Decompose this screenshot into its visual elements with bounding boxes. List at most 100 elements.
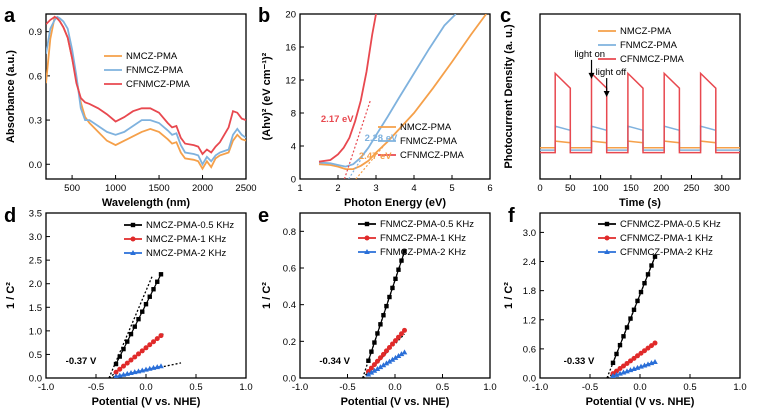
light-annotation: light off <box>596 67 627 78</box>
y-tick-label: 0.5 <box>29 350 42 361</box>
arrow-head <box>603 91 610 98</box>
x-tick-label: 2500 <box>235 183 256 194</box>
x-tick-label: 1000 <box>105 183 126 194</box>
x-tick-label: 0.0 <box>139 382 152 393</box>
panel-label-c: c <box>500 5 511 27</box>
y-tick-label: 1.5 <box>29 303 42 314</box>
legend-entry: CFNMCZ-PMA-0.5 KHz <box>620 219 721 230</box>
bandgap-annotation: 2.17 eV <box>321 114 354 125</box>
arrow-head <box>588 72 595 79</box>
y-axis-label: 1 / C² <box>261 282 273 309</box>
x-tick-label: 100 <box>593 183 609 194</box>
y-tick-label: 0.6 <box>523 344 536 355</box>
y-tick-label: 2.5 <box>29 256 42 267</box>
photocurrent-series <box>540 71 740 154</box>
legend-marker <box>364 235 370 241</box>
plot-area-f <box>606 254 658 378</box>
plot-area-a <box>46 15 246 171</box>
legend-entry: FNMCZ-PMA <box>126 65 184 76</box>
legend-marker <box>130 236 136 242</box>
legend-marker <box>130 250 136 255</box>
data-point <box>113 373 119 378</box>
x-axis-label: Time (s) <box>619 197 661 209</box>
x-axis-label: Potential (V vs. NHE) <box>341 396 450 408</box>
panel-e: e -1.0 -0.5 0.0 0.5 1.0 0.0 0.2 0.4 0.6 0.8 Potent… <box>258 205 497 408</box>
x-tick-label: 150 <box>623 183 639 194</box>
panel-label-d: d <box>4 205 16 227</box>
series-line <box>46 15 246 156</box>
legend-entry: CFNMCZ-PMA-2 KHz <box>620 247 713 258</box>
panel-label-b: b <box>258 5 270 27</box>
x-tick-label: -0.5 <box>88 382 104 393</box>
x-tick-label: 0.5 <box>683 382 696 393</box>
panel-a: a 500 1000 1500 2000 2500 0.0 0.3 0.6 0.9 Wavelen… <box>4 5 257 209</box>
panel-label-a: a <box>4 5 16 27</box>
x-tick-label: 1 <box>297 183 302 194</box>
flatband-potential-label: -0.34 V <box>319 356 350 367</box>
x-tick-label: 1.0 <box>239 382 252 393</box>
legend-entry: NMCZ-PMA-0.5 KHz <box>146 220 234 231</box>
y-tick-label: 0.3 <box>29 116 42 127</box>
x-tick-label: 200 <box>653 183 669 194</box>
legend-marker <box>130 222 136 228</box>
legend-entry: CFNMCZ-PMA <box>400 150 465 161</box>
legend-marker <box>604 221 610 227</box>
y-tick-label: 4 <box>291 142 296 153</box>
series-line <box>115 365 162 377</box>
series-line <box>318 14 487 171</box>
legend-entry: CFNMCZ-PMA <box>126 79 191 90</box>
x-tick-label: 50 <box>565 183 576 194</box>
y-tick-label: 1.8 <box>523 286 536 297</box>
series-line <box>612 361 656 377</box>
flatband-potential-label: -0.37 V <box>66 356 97 367</box>
y-tick-label: 0.0 <box>523 374 536 385</box>
y-axis-label: Absorbance (a.u.) <box>5 50 17 143</box>
y-axis-label: 1 / C² <box>503 282 515 309</box>
x-tick-label: 0.5 <box>189 382 202 393</box>
y-axis-label: (Ahν)² (eV cm⁻¹)² <box>261 52 273 140</box>
x-tick-label: -0.5 <box>339 382 355 393</box>
y-tick-label: 3.5 <box>29 209 42 220</box>
x-axis-label: Wavelength (nm) <box>102 197 191 209</box>
flatband-potential-label: -0.33 V <box>564 356 595 367</box>
panel-label-e: e <box>258 205 269 227</box>
x-tick-label: 0 <box>537 183 542 194</box>
x-tick-label: -1.0 <box>292 382 308 393</box>
y-tick-label: 0.9 <box>29 27 42 38</box>
legend-entry: NMCZ-PMA <box>620 26 672 37</box>
x-tick-label: 300 <box>714 183 730 194</box>
bandgap-annotation: 2.47 eV <box>359 151 392 162</box>
legend-entry: NMCZ-PMA <box>400 122 452 133</box>
legend-entry: FNMCZ-PMA-1 KHz <box>380 233 466 244</box>
plot-area-c <box>540 71 740 154</box>
plot-area-d <box>108 272 182 378</box>
y-tick-label: 12 <box>285 76 296 87</box>
legend-entry: CFNMCZ-PMA <box>620 54 685 65</box>
series-line <box>367 329 405 372</box>
tangent-line <box>343 100 371 179</box>
x-tick-label: 4 <box>411 183 416 194</box>
y-axis-label: Photocurrent Density (a. u.) <box>503 24 515 169</box>
y-tick-label: 2.4 <box>523 257 536 268</box>
series-line <box>46 15 246 167</box>
y-tick-label: 2.0 <box>29 279 42 290</box>
y-tick-label: 1.2 <box>523 315 536 326</box>
plot-area-b <box>318 14 487 179</box>
x-tick-label: -1.0 <box>38 382 54 393</box>
series-line <box>368 351 405 376</box>
y-tick-label: 0.0 <box>29 374 42 385</box>
x-axis-label: Photon Energy (eV) <box>344 197 446 209</box>
x-tick-label: 1.0 <box>483 382 496 393</box>
plot-frame-c <box>539 13 741 180</box>
series-line <box>612 256 656 364</box>
y-tick-label: 0 <box>291 175 296 186</box>
x-tick-label: 5 <box>449 183 454 194</box>
y-axis-label: 1 / C² <box>5 282 17 309</box>
x-tick-label: -0.5 <box>582 382 598 393</box>
y-tick-label: 3.0 <box>523 228 536 239</box>
x-tick-label: 0.0 <box>388 382 401 393</box>
legend-entry: FNMCZ-PMA-2 KHz <box>380 247 466 258</box>
x-tick-label: -1.0 <box>532 382 548 393</box>
x-axis-label: Potential (V vs. NHE) <box>586 396 695 408</box>
